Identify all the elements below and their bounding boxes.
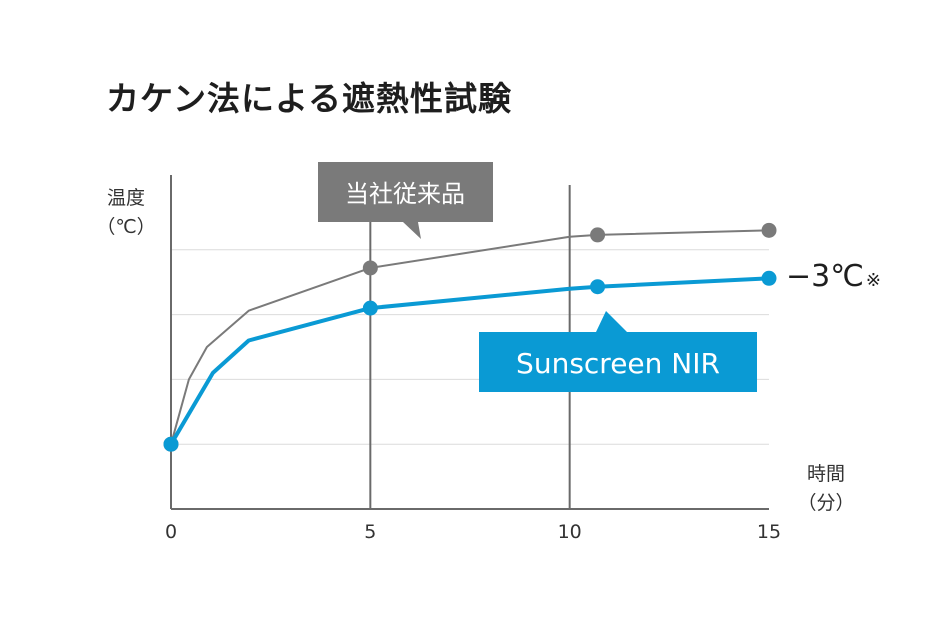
x-tick-label: 0 [165, 521, 177, 543]
data-point [163, 436, 179, 452]
chart-title: カケン法による遮熱性試験 [106, 79, 513, 118]
series-layer [163, 222, 777, 452]
x-tick-label: 5 [364, 521, 376, 543]
x-axis-label: 時間 [807, 463, 845, 485]
difference-annotation: −3℃ ※ [786, 259, 881, 294]
legend-label-2: Sunscreen NIR [516, 347, 720, 380]
y-axis-unit: （℃） [96, 216, 155, 238]
data-point [362, 260, 378, 276]
data-point [761, 270, 777, 286]
legend-callout-2 [479, 311, 757, 392]
axes: 0 5 10 15 [165, 175, 781, 543]
legend-callout-1 [318, 162, 493, 239]
data-point [590, 227, 606, 243]
label-layer: 温度 （℃） 時間 （分） 当社従来品 Sunscreen NIR −3℃ ※ [96, 162, 881, 514]
data-point [362, 300, 378, 316]
x-tick-label: 10 [558, 521, 582, 543]
x-axis-unit: （分） [797, 492, 854, 514]
data-point [590, 279, 606, 295]
data-point [761, 222, 777, 238]
y-axis-label: 温度 [107, 187, 145, 209]
x-tick-label: 15 [757, 521, 781, 543]
legend-label-1: 当社従来品 [345, 180, 465, 208]
